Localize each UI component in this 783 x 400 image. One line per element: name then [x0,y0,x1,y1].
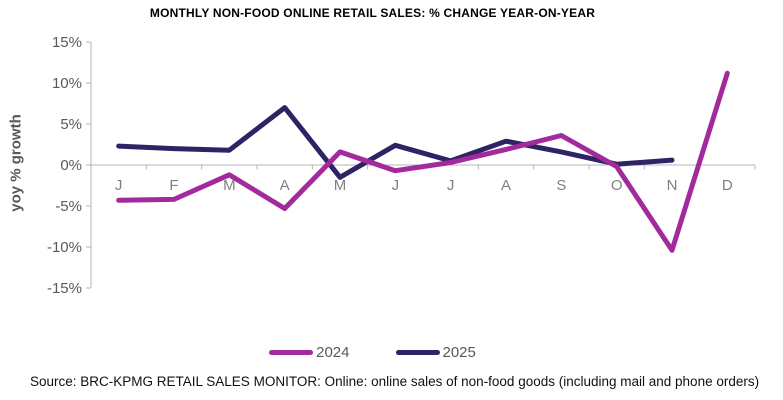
x-axis-month-label: J [447,177,455,194]
y-axis-tick-label: 5% [60,116,82,133]
x-axis-month-label: F [169,177,178,194]
series-line-2024 [116,70,730,253]
x-axis-month-label: N [667,177,678,194]
y-axis-tick-label: 0% [60,157,82,174]
legend-swatch-2025 [395,349,440,355]
series-line-2025 [116,105,675,180]
x-axis-month-label: M [223,177,236,194]
y-axis-tick-label: 10% [52,75,82,92]
source-note: Source: BRC-KPMG RETAIL SALES MONITOR: O… [30,374,760,389]
x-axis-month-label: A [280,177,290,194]
x-axis-month-label: J [115,177,123,194]
x-axis-month-label: A [501,177,511,194]
legend-item-2025: 2025 [395,343,476,361]
x-axis-month-label: D [722,177,733,194]
y-axis-tick-label: -15% [47,280,82,297]
y-axis-tick-label: -5% [55,198,82,215]
x-axis-month-label: S [556,177,566,194]
x-axis-month-label: O [611,177,623,194]
x-axis-month-label: J [392,177,400,194]
legend-label-2025: 2025 [442,343,476,361]
legend-label-2024: 2024 [316,343,350,361]
legend: 2024 2025 [0,343,745,361]
legend-swatch-2024 [269,349,314,355]
chart-title: MONTHLY NON-FOOD ONLINE RETAIL SALES: % … [149,6,596,20]
y-axis-tick-label: -10% [47,239,82,256]
y-axis-tick-label: 15% [52,34,82,51]
legend-item-2024: 2024 [269,343,350,361]
x-axis-month-label: M [334,177,347,194]
